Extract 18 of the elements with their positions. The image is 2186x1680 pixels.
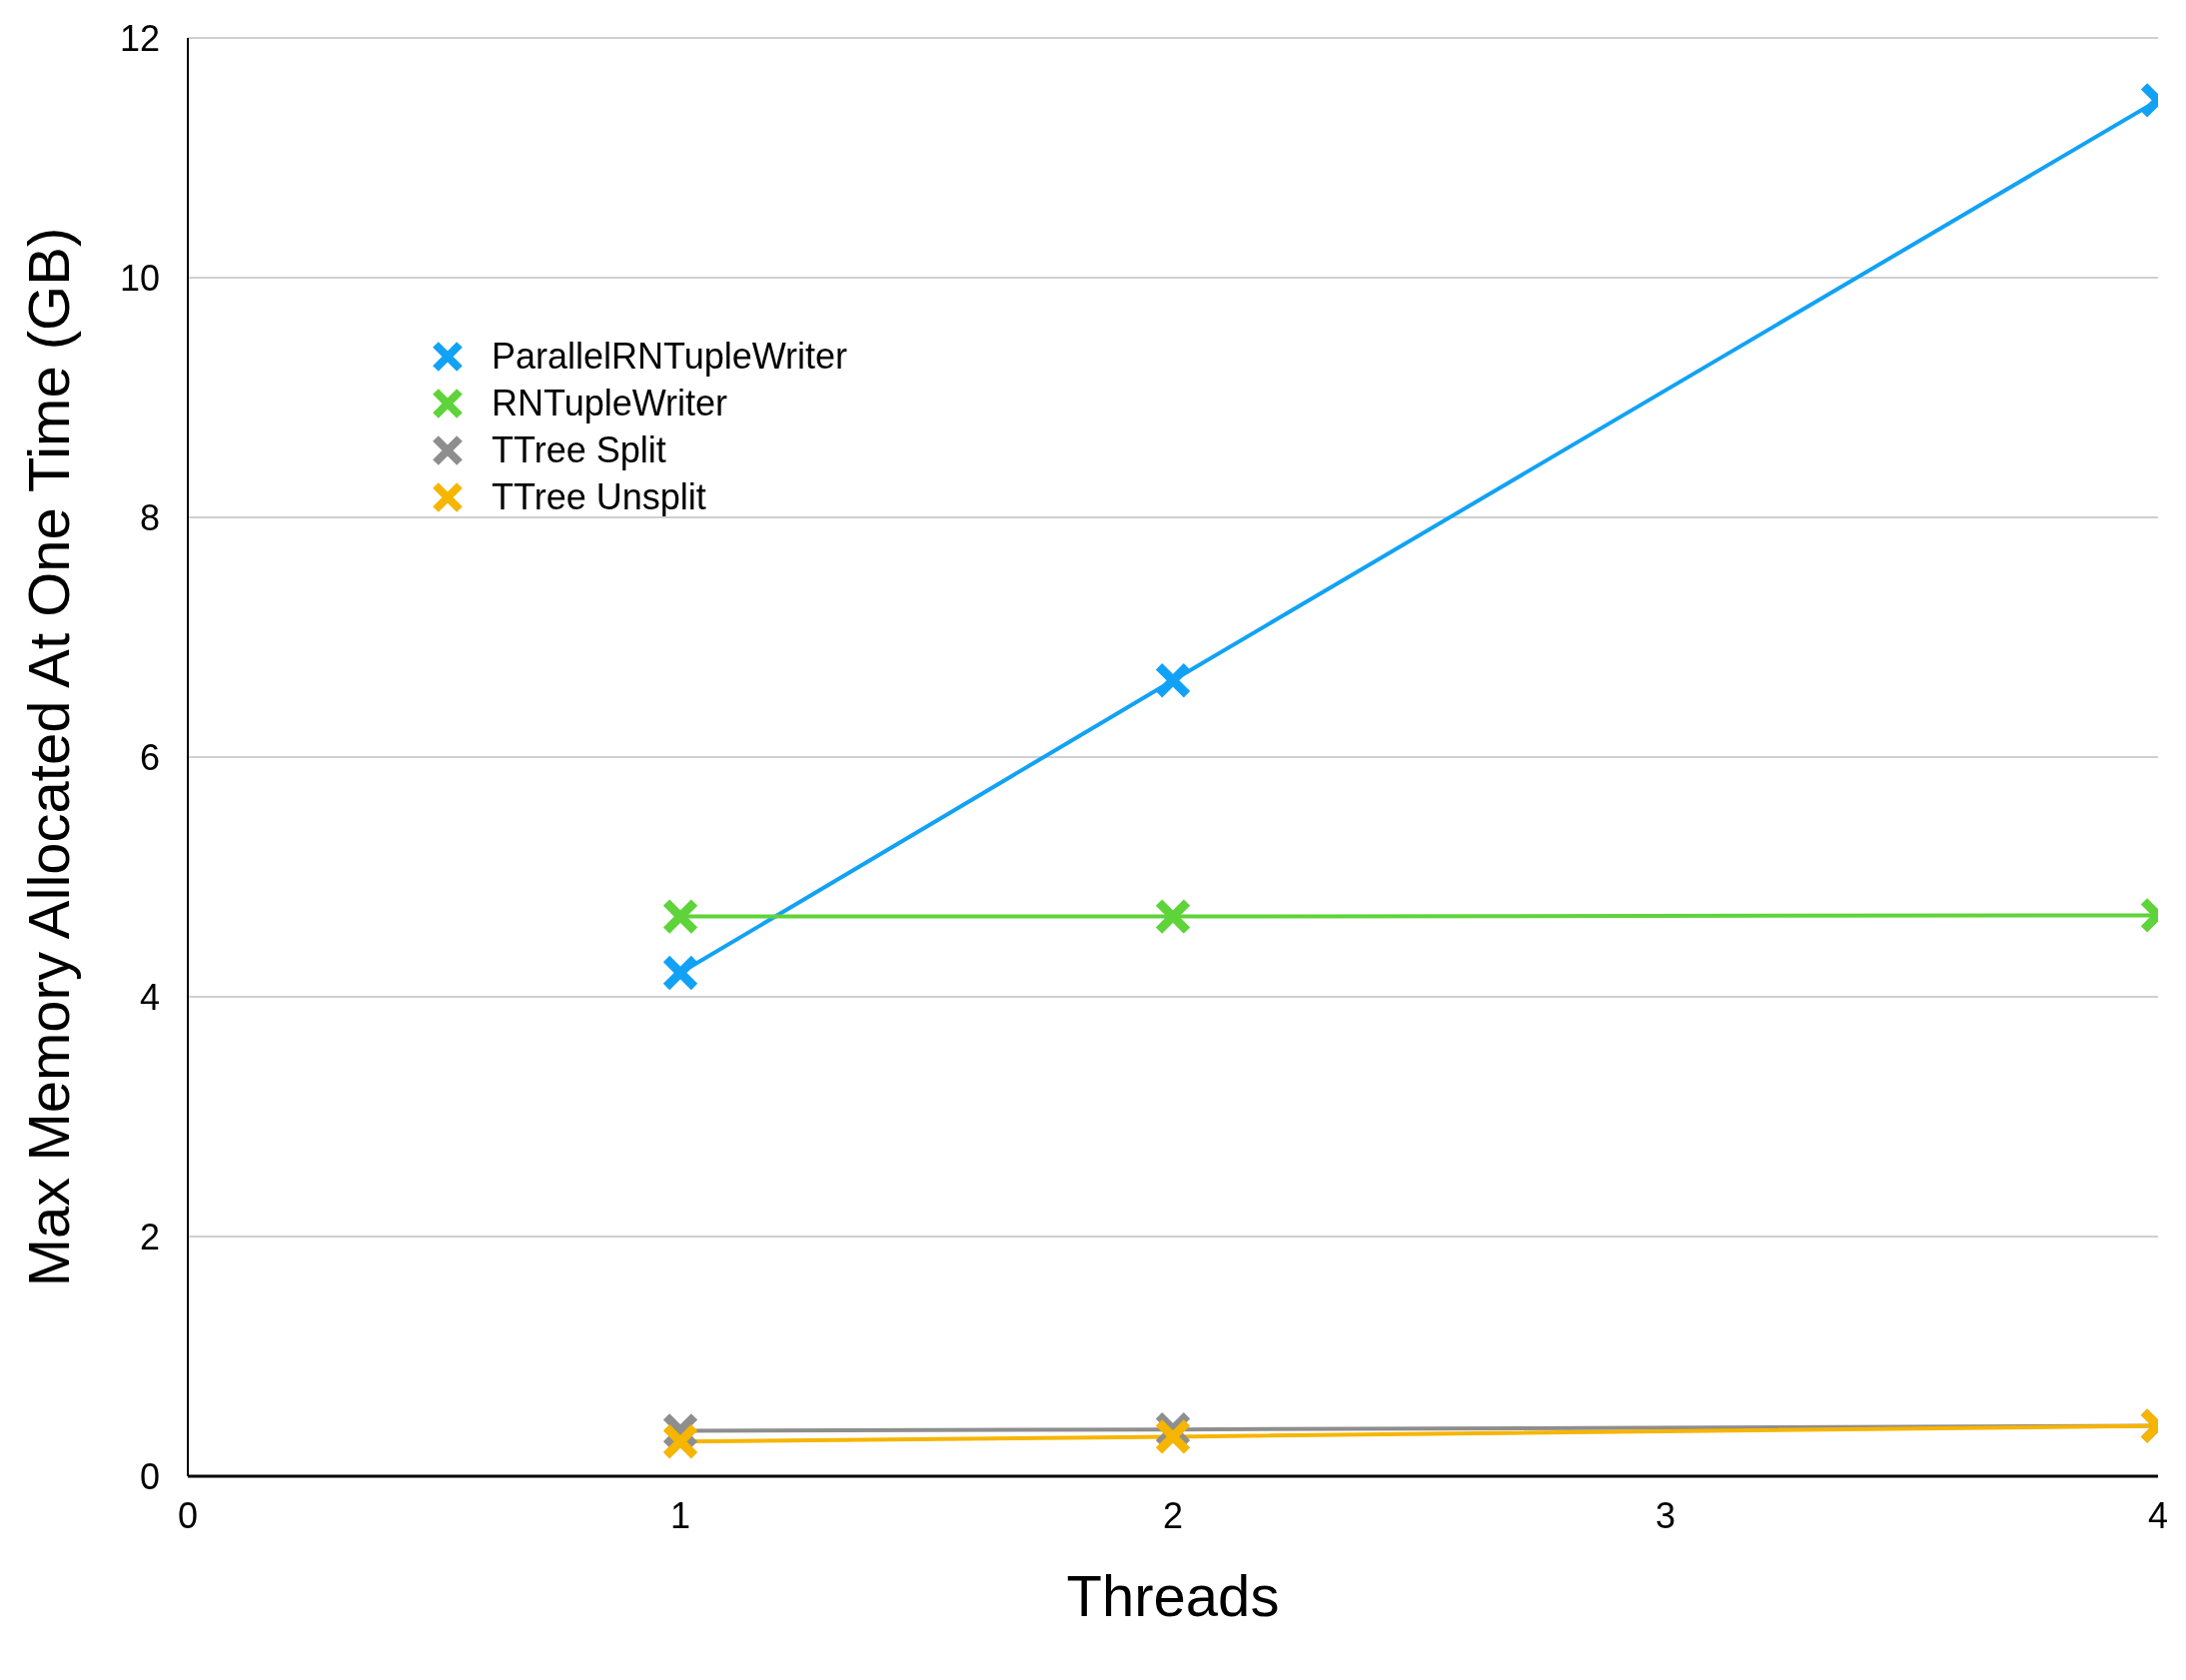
x-axis-title: Threads (1066, 1563, 1280, 1628)
y-axis-title: Max Memory Allocated At One Time (GB) (15, 227, 81, 1287)
x-tick-label: 4 (2147, 1494, 2169, 1536)
y-tick-label: 8 (139, 496, 160, 538)
x-tick-label: 3 (1654, 1494, 1676, 1536)
legend-label: TTree Split (492, 428, 666, 471)
x-tick-label: 1 (669, 1494, 691, 1536)
y-tick-label: 10 (119, 257, 160, 299)
y-tick-label: 6 (139, 736, 160, 778)
y-tick-label: 0 (139, 1455, 160, 1497)
legend-label: TTree Unsplit (492, 475, 706, 518)
legend-label: RNTupleWriter (492, 382, 728, 424)
y-tick-label: 4 (139, 976, 160, 1018)
x-tick-label: 0 (177, 1494, 199, 1536)
legend-label: ParallelRNTupleWriter (492, 335, 848, 378)
x-tick-label: 2 (1162, 1494, 1184, 1536)
y-tick-label: 12 (119, 17, 160, 59)
y-tick-label: 2 (139, 1216, 160, 1258)
